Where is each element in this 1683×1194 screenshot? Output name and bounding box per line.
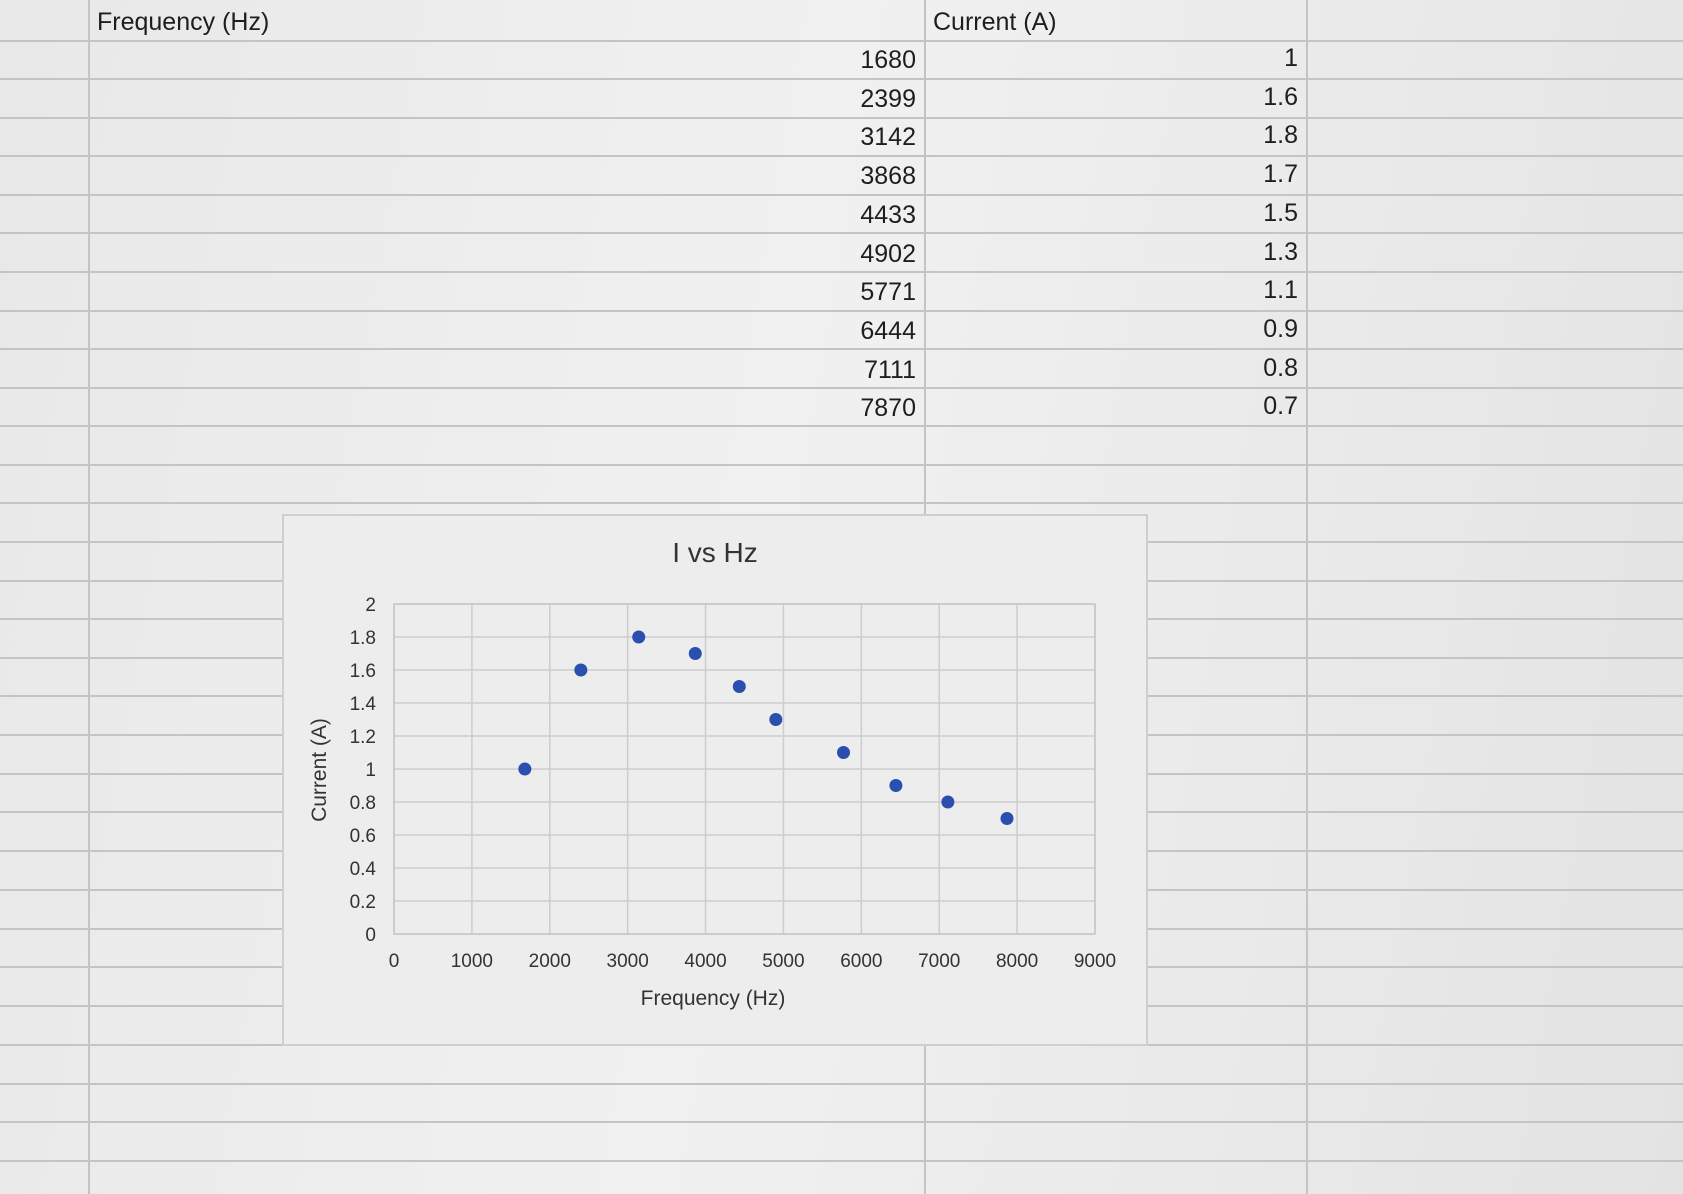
y-tick-label: 1.8 <box>350 628 376 649</box>
x-tick-label: 7000 <box>918 951 960 972</box>
data-point[interactable] <box>732 680 746 693</box>
header-frequency[interactable]: Frequency (Hz) <box>97 8 270 36</box>
row-gridline <box>0 502 1683 504</box>
current-cell[interactable]: 1.5 <box>1263 198 1298 227</box>
data-point[interactable] <box>632 630 646 644</box>
current-cell[interactable]: 1.3 <box>1263 237 1298 266</box>
row-gridline <box>0 271 1683 273</box>
y-tick-label: 0.2 <box>350 892 376 913</box>
frequency-cell[interactable]: 3868 <box>860 162 916 191</box>
y-tick-label: 1 <box>365 760 376 781</box>
chart-svg: I vs Hz 0 0.2 0.4 0.6 0.8 1 1.2 1.4 1.6 1.8 2 0 100… <box>308 537 1116 1010</box>
y-tick-label: 0.6 <box>350 826 376 847</box>
data-point[interactable] <box>518 762 532 776</box>
row-gridline <box>0 117 1683 119</box>
row-gridline <box>0 40 1683 42</box>
chart-title: I vs Hz <box>672 537 758 568</box>
frequency-cell[interactable]: 4902 <box>860 239 916 268</box>
frequency-cell[interactable]: 3142 <box>860 123 916 152</box>
x-tick-label: 9000 <box>1074 951 1116 972</box>
y-tick-labels: 0 0.2 0.4 0.6 0.8 1 1.2 1.4 1.6 1.8 2 <box>350 595 377 946</box>
y-tick-label: 0.8 <box>350 793 376 814</box>
frequency-cell[interactable]: 4433 <box>860 200 916 229</box>
row-gridline <box>0 232 1683 234</box>
y-tick-label: 2 <box>365 595 376 616</box>
current-cell[interactable]: 1.8 <box>1263 121 1298 150</box>
row-gridline <box>0 1160 1683 1162</box>
row-gridline <box>0 78 1683 80</box>
x-tick-labels: 0 1000 2000 3000 4000 5000 6000 7000 8000 9000 <box>389 951 1116 972</box>
frequency-cell[interactable]: 5771 <box>860 278 916 307</box>
column-gridline <box>1306 0 1308 1194</box>
x-tick-label: 8000 <box>996 951 1038 972</box>
header-current[interactable]: Current (A) <box>933 8 1057 36</box>
frequency-cell[interactable]: 7870 <box>860 394 916 423</box>
data-point[interactable] <box>688 647 702 660</box>
y-axis-title: Current (A) <box>308 718 331 822</box>
row-gridline <box>0 348 1683 350</box>
row-gridline <box>0 425 1683 427</box>
data-point[interactable] <box>889 779 903 792</box>
row-gridline <box>0 1083 1683 1085</box>
x-tick-label: 6000 <box>840 951 882 972</box>
data-points <box>518 630 1014 825</box>
x-tick-label: 4000 <box>684 951 726 972</box>
current-cell[interactable]: 0.7 <box>1263 392 1298 421</box>
current-cell[interactable]: 1.1 <box>1263 276 1298 305</box>
row-gridline <box>0 387 1683 389</box>
frequency-cell[interactable]: 6444 <box>860 316 916 345</box>
data-point[interactable] <box>574 663 588 677</box>
row-gridline <box>0 155 1683 157</box>
column-gridline <box>88 0 90 1194</box>
data-point[interactable] <box>1000 812 1014 825</box>
scatter-chart[interactable]: I vs Hz 0 0.2 0.4 0.6 0.8 1 1.2 1.4 1.6 1.8 2 0 100… <box>282 514 1148 1046</box>
x-axis-title: Frequency (Hz) <box>641 987 786 1010</box>
x-tick-label: 3000 <box>607 951 649 972</box>
y-tick-label: 1.2 <box>350 727 376 748</box>
current-cell[interactable]: 1.7 <box>1263 160 1298 189</box>
y-tick-label: 1.6 <box>350 661 376 682</box>
current-cell[interactable]: 0.9 <box>1263 314 1298 343</box>
data-point[interactable] <box>941 795 955 809</box>
frequency-cell[interactable]: 7111 <box>864 355 916 384</box>
x-tick-label: 0 <box>389 951 400 972</box>
y-tick-label: 0 <box>365 925 376 946</box>
y-tick-label: 0.4 <box>350 859 377 880</box>
data-point[interactable] <box>769 713 783 726</box>
data-point[interactable] <box>836 746 850 759</box>
current-cell[interactable]: 1 <box>1284 44 1298 72</box>
chart-gridlines <box>393 603 1096 935</box>
frequency-cell[interactable]: 1680 <box>860 46 916 74</box>
current-cell[interactable]: 1.6 <box>1263 82 1298 111</box>
x-tick-label: 5000 <box>762 951 804 972</box>
row-gridline <box>0 464 1683 466</box>
x-tick-label: 2000 <box>529 951 571 972</box>
x-tick-label: 1000 <box>451 951 493 972</box>
current-cell[interactable]: 0.8 <box>1263 353 1298 382</box>
frequency-cell[interactable]: 2399 <box>860 84 916 113</box>
row-gridline <box>0 310 1683 312</box>
plot-area-border <box>393 603 1096 935</box>
row-gridline <box>0 194 1683 196</box>
y-tick-label: 1.4 <box>350 694 377 715</box>
row-gridline <box>0 1121 1683 1123</box>
